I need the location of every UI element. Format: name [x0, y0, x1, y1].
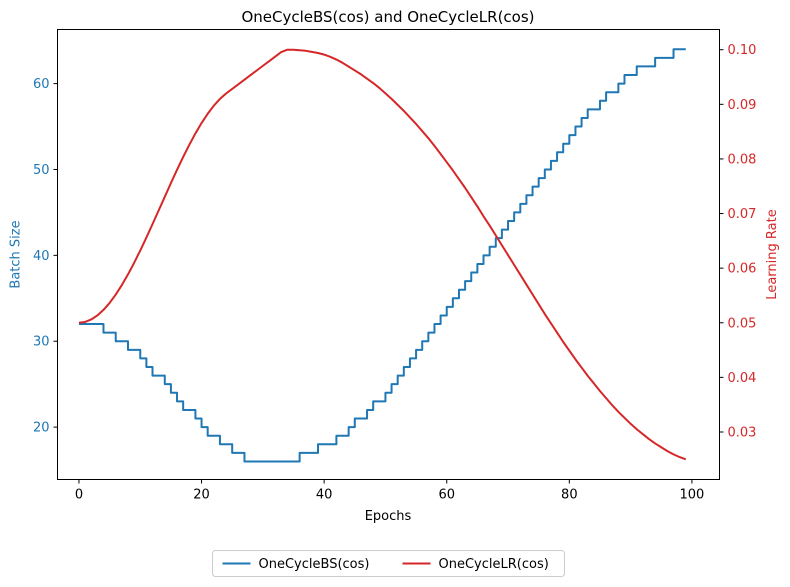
right-y-tick-label: 0.05 [728, 316, 757, 331]
right-y-tick-label: 0.06 [728, 262, 757, 277]
right-y-axis-label: Learning Rate [765, 209, 780, 299]
x-axis-label: Epochs [365, 509, 412, 524]
legend: OneCycleBS(cos) OneCycleLR(cos) [212, 550, 565, 577]
x-tick-label: 100 [680, 488, 705, 503]
left-y-tick-label: 40 [33, 249, 50, 264]
x-tick-label: 0 [75, 488, 83, 503]
chart-title: OneCycleBS(cos) and OneCycleLR(cos) [241, 8, 534, 26]
left-y-tick-label: 30 [33, 335, 50, 350]
axes-frame [57, 29, 720, 480]
right-y-tick-label: 0.10 [728, 43, 757, 58]
right-y-tick-label: 0.08 [728, 152, 757, 167]
series-line-onecyclelr [78, 48, 687, 461]
right-y-tick-label: 0.07 [728, 207, 757, 222]
x-tick-label: 20 [193, 488, 210, 503]
series-line-onecyclebs [78, 48, 686, 463]
x-tick-label: 60 [438, 488, 455, 503]
left-y-tick-label: 20 [33, 421, 50, 436]
legend-label-onecyclebs: OneCycleBS(cos) [259, 557, 370, 572]
right-y-tick-label: 0.04 [728, 371, 757, 386]
right-y-tick-label: 0.09 [728, 98, 757, 113]
right-y-tick-label: 0.03 [728, 425, 757, 440]
left-y-axis-label: Batch Size [9, 220, 24, 288]
x-tick-label: 40 [316, 488, 333, 503]
left-y-tick-label: 50 [33, 163, 50, 178]
legend-box [212, 550, 565, 577]
axes-group: 0 20 40 60 80 100 20 30 40 50 60 0.03 0.04 0.05 0.06 0.… [33, 29, 757, 503]
plot-area [78, 48, 687, 463]
left-y-tick-label: 60 [33, 77, 50, 92]
x-tick-label: 80 [561, 488, 578, 503]
legend-label-onecyclelr: OneCycleLR(cos) [439, 557, 549, 572]
